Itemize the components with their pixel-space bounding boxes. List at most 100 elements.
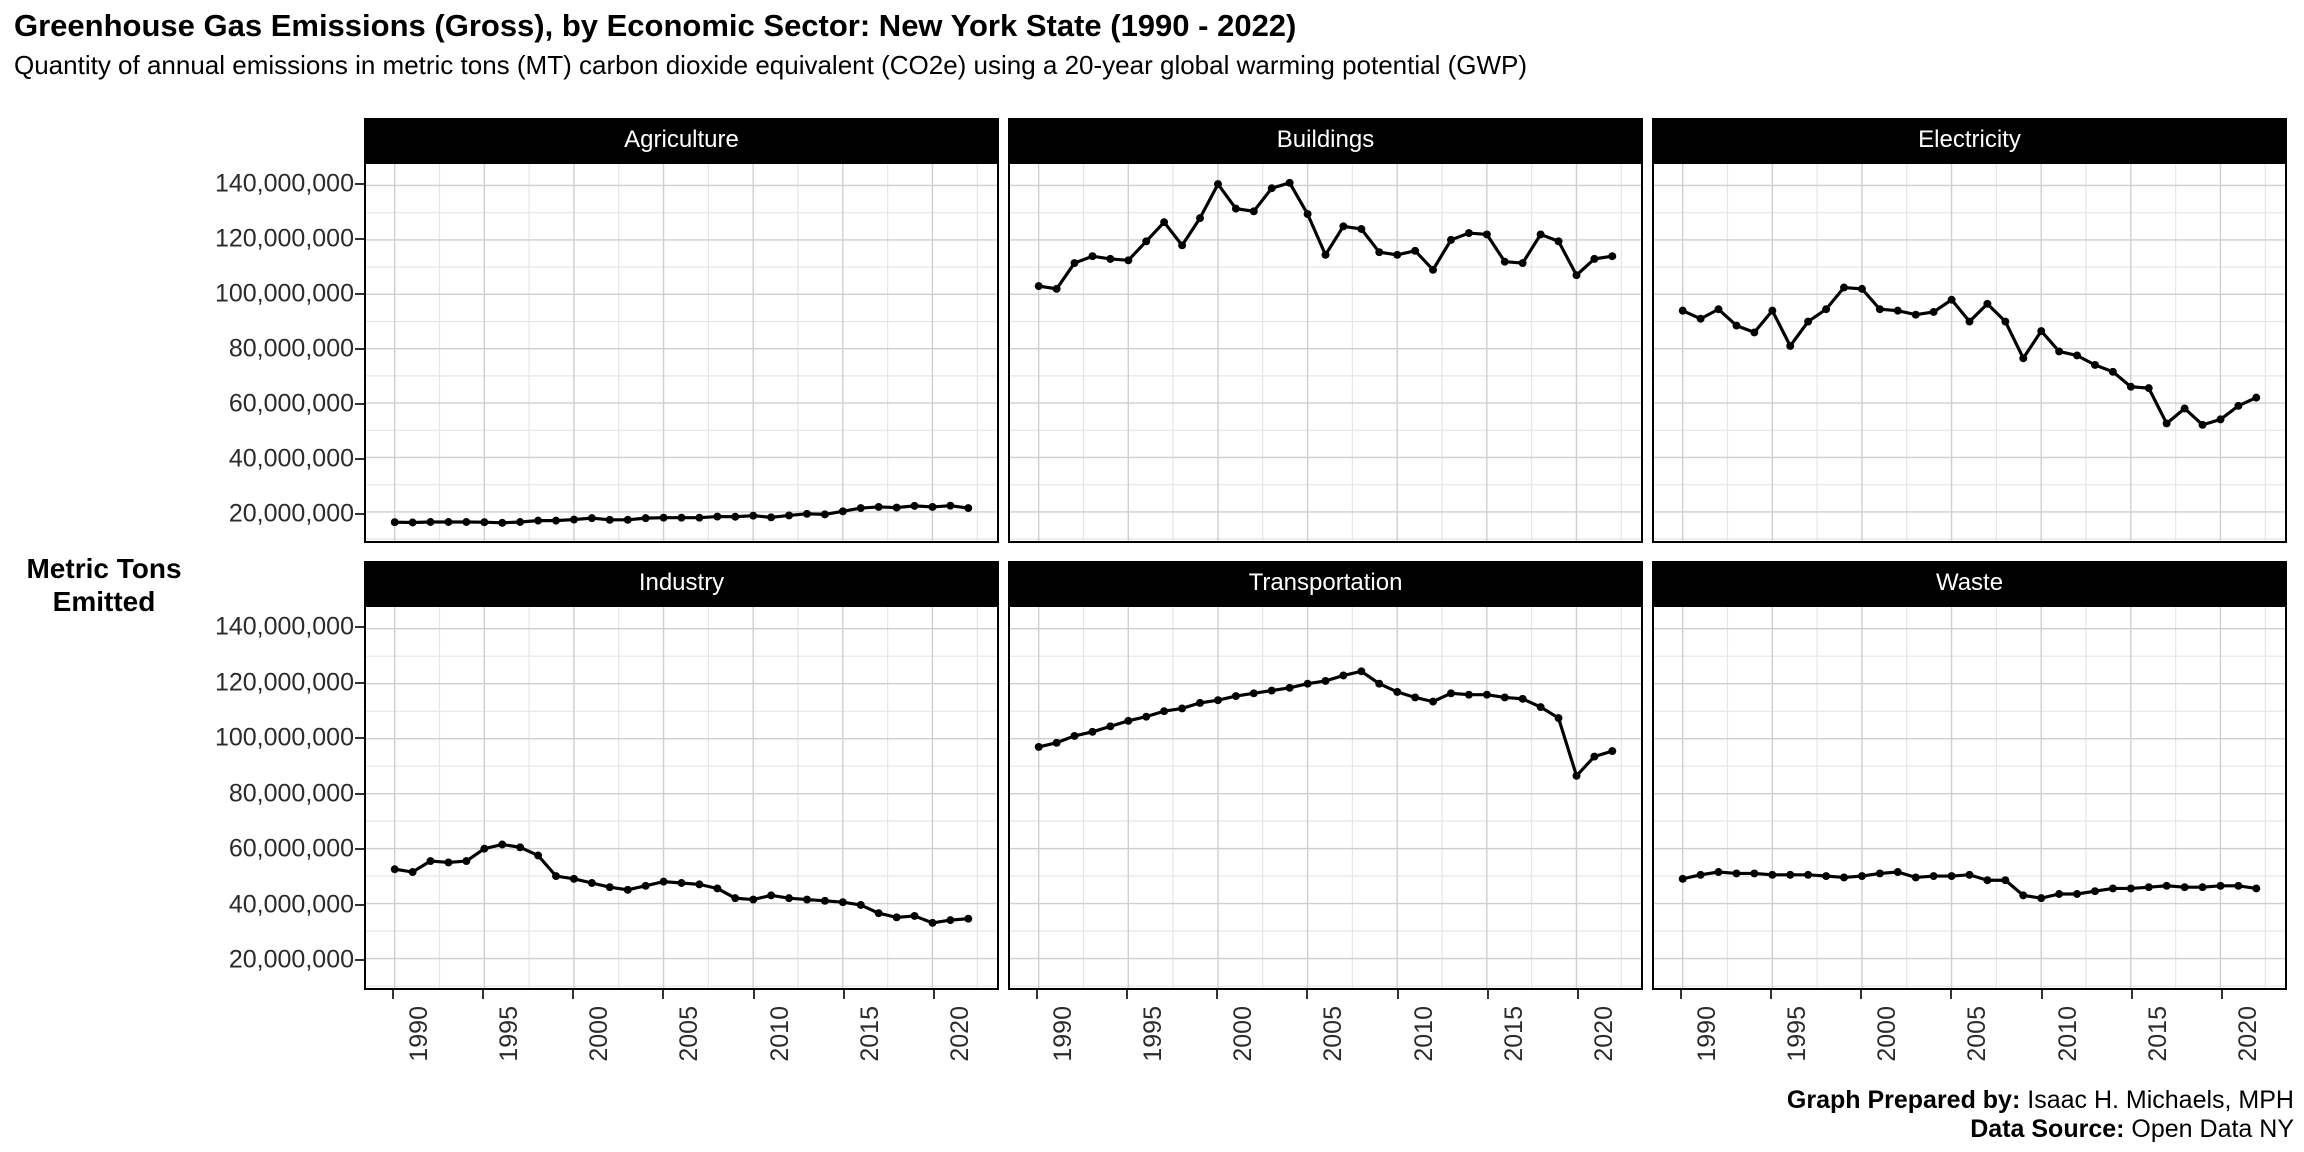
y-tick-label: 20,000,000 bbox=[228, 945, 354, 974]
data-point bbox=[1447, 235, 1455, 244]
x-tick-mark bbox=[1216, 990, 1219, 999]
x-tick-label: 1990 bbox=[1048, 1006, 1077, 1062]
x-tick-mark bbox=[1486, 990, 1489, 999]
x-tick-label: 1990 bbox=[404, 1006, 433, 1062]
data-point bbox=[498, 840, 507, 849]
data-point bbox=[2055, 890, 2064, 898]
data-point bbox=[1840, 283, 1848, 292]
data-point bbox=[1554, 714, 1563, 722]
y-tick-label: 80,000,000 bbox=[228, 334, 354, 363]
x-tick-mark bbox=[1950, 990, 1953, 999]
data-point bbox=[2126, 884, 2135, 893]
y-tick-mark bbox=[355, 737, 364, 740]
caption: Graph Prepared by: Isaac H. Michaels, MP… bbox=[1787, 1086, 2294, 1144]
data-point bbox=[731, 512, 740, 521]
data-point bbox=[2234, 401, 2243, 410]
y-tick-label: 60,000,000 bbox=[228, 389, 354, 418]
facet-plot-agriculture bbox=[364, 162, 999, 543]
x-tick-mark bbox=[391, 990, 394, 999]
data-point bbox=[910, 911, 919, 920]
data-point bbox=[534, 851, 543, 860]
data-point bbox=[946, 501, 955, 510]
data-point bbox=[1786, 342, 1795, 350]
data-point bbox=[1249, 689, 1258, 698]
y-tick-mark bbox=[355, 292, 364, 295]
data-point bbox=[2162, 881, 2171, 890]
y-axis-title-line1: Metric Tons bbox=[26, 553, 182, 584]
data-point bbox=[928, 918, 937, 927]
data-point bbox=[1804, 870, 1813, 879]
data-point bbox=[659, 877, 668, 886]
x-tick-mark bbox=[1306, 990, 1309, 999]
data-point bbox=[1052, 738, 1061, 747]
data-point bbox=[677, 879, 686, 887]
data-point bbox=[1768, 870, 1777, 879]
data-point bbox=[910, 501, 919, 510]
data-point bbox=[1214, 696, 1222, 705]
data-point bbox=[1447, 689, 1455, 698]
data-point bbox=[1106, 722, 1115, 731]
data-point bbox=[928, 503, 937, 511]
facet-chart-industry bbox=[366, 607, 997, 988]
y-tick-mark bbox=[355, 792, 364, 795]
x-tick-label: 2000 bbox=[1873, 1006, 1902, 1062]
data-point bbox=[2108, 367, 2117, 376]
data-point bbox=[659, 513, 668, 522]
data-point bbox=[1786, 870, 1795, 879]
data-point bbox=[1034, 742, 1043, 751]
y-axis-title: Metric Tons Emitted bbox=[14, 552, 194, 618]
x-tick-label: 2010 bbox=[2053, 1006, 2082, 1062]
data-point bbox=[1482, 690, 1491, 699]
data-point bbox=[2216, 415, 2225, 424]
facet-title: Agriculture bbox=[624, 126, 739, 153]
data-point bbox=[1249, 207, 1258, 216]
data-point bbox=[1696, 870, 1705, 879]
data-point bbox=[1678, 874, 1687, 883]
x-tick-mark bbox=[1577, 990, 1580, 999]
data-point bbox=[1983, 299, 1992, 308]
data-point bbox=[1411, 246, 1420, 255]
facet-plot-transportation bbox=[1008, 605, 1643, 990]
facet-chart-waste bbox=[1654, 607, 2285, 988]
y-tick-label: 20,000,000 bbox=[228, 499, 354, 528]
data-point bbox=[1983, 876, 1992, 885]
data-point bbox=[1375, 248, 1384, 257]
facet-header-agriculture: Agriculture bbox=[364, 118, 999, 162]
x-tick-label: 2005 bbox=[675, 1006, 704, 1062]
facet-plot-electricity bbox=[1652, 162, 2287, 543]
data-point bbox=[2216, 881, 2225, 890]
x-tick-mark bbox=[1035, 990, 1038, 999]
data-point bbox=[2091, 887, 2099, 896]
data-point bbox=[516, 843, 525, 852]
y-tick-mark bbox=[355, 625, 364, 628]
data-point bbox=[1750, 328, 1759, 337]
x-tick-mark bbox=[1679, 990, 1682, 999]
facet-title: Electricity bbox=[1918, 126, 2021, 153]
data-point bbox=[516, 518, 525, 526]
x-tick-mark bbox=[2221, 990, 2224, 999]
data-point bbox=[1804, 317, 1813, 326]
data-point bbox=[605, 515, 614, 524]
data-point bbox=[1518, 694, 1527, 703]
data-point bbox=[713, 512, 722, 521]
data-point bbox=[677, 513, 686, 522]
data-point bbox=[1070, 731, 1079, 740]
x-tick-label: 1995 bbox=[1783, 1006, 1812, 1062]
data-point bbox=[1858, 872, 1866, 881]
data-point bbox=[820, 896, 829, 905]
x-tick-label: 2015 bbox=[2143, 1006, 2172, 1062]
data-point bbox=[1714, 868, 1723, 876]
y-tick-mark bbox=[355, 457, 364, 460]
data-point bbox=[838, 507, 847, 516]
data-point bbox=[641, 514, 650, 523]
data-point bbox=[1429, 697, 1437, 706]
data-point bbox=[1375, 679, 1384, 688]
data-point bbox=[2126, 382, 2135, 391]
data-point bbox=[1536, 703, 1545, 712]
data-point bbox=[856, 504, 865, 513]
x-tick-mark bbox=[2040, 990, 2043, 999]
data-point bbox=[1911, 310, 1920, 319]
data-point bbox=[803, 509, 811, 518]
data-point bbox=[2037, 894, 2046, 903]
data-point bbox=[552, 516, 560, 525]
